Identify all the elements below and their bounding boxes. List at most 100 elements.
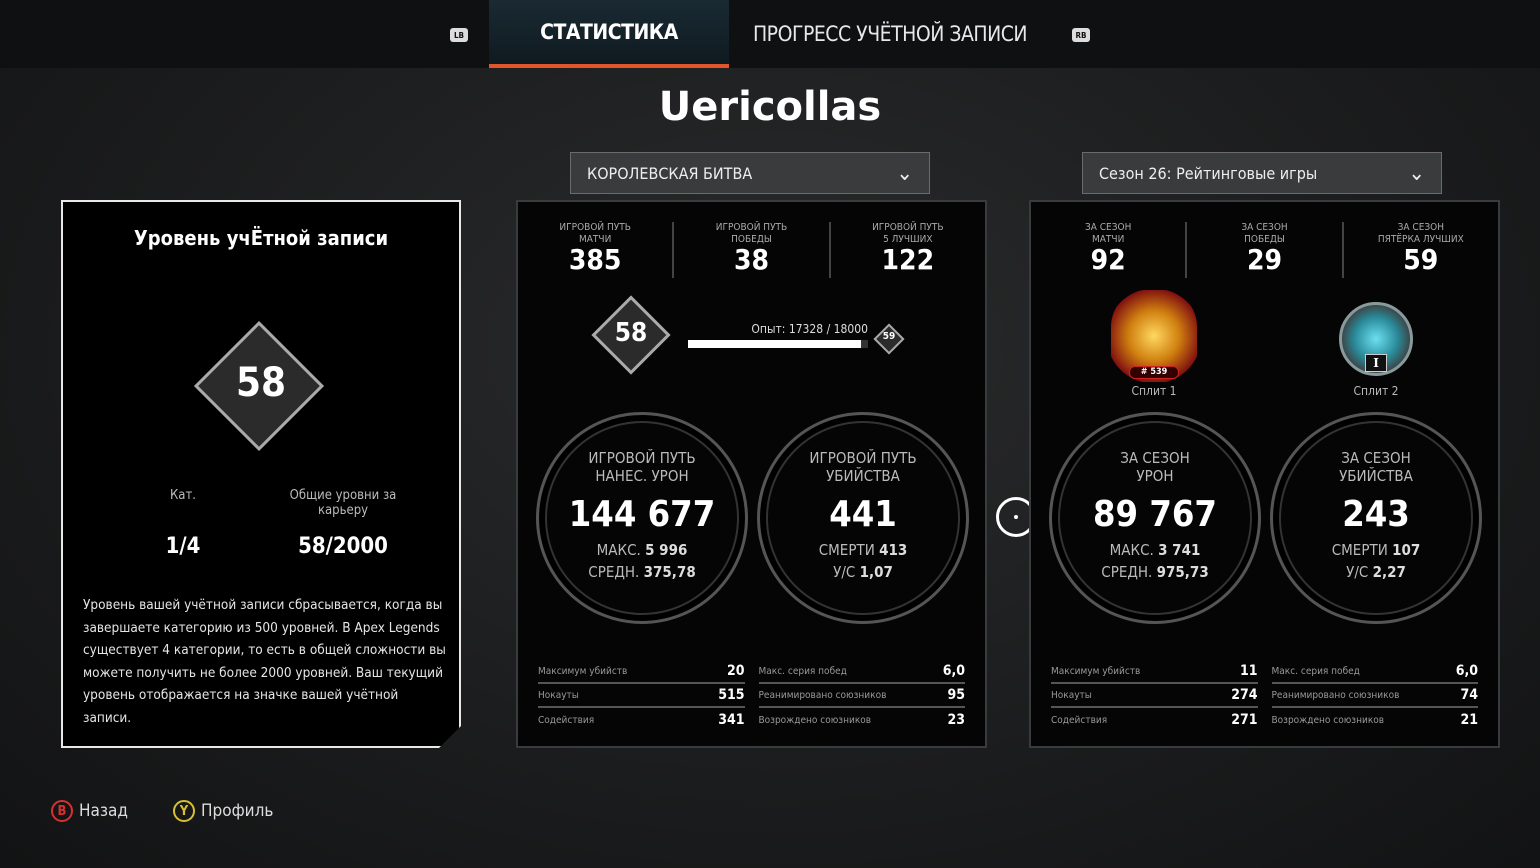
stat-row: Реанимировано союзников 74 xyxy=(1271,684,1478,708)
stat-label: ЗА СЕЗОН УРОН xyxy=(1120,449,1190,485)
row-value: 6,0 xyxy=(1455,663,1478,679)
stat-row: Максимум убийств 11 xyxy=(1051,660,1258,684)
stat-label: ИГРОВОЙ ПУТЬ НАНЕС. УРОН xyxy=(588,449,696,485)
split1-label: Сплит 1 xyxy=(1131,384,1177,398)
b-button-icon: B xyxy=(51,800,73,822)
y-button-icon: Y xyxy=(173,800,195,822)
stat-value: 29 xyxy=(1246,243,1283,276)
row-label: Реанимировано союзников xyxy=(1271,689,1400,701)
xp-text: Опыт: 17328 / 18000 xyxy=(751,322,868,336)
level-value: 58 xyxy=(235,360,287,406)
stat-value: 243 xyxy=(1342,494,1410,535)
row-value: 271 xyxy=(1231,712,1258,728)
sub-label: МАКС. xyxy=(596,541,641,559)
row-value: 74 xyxy=(1460,687,1478,703)
row-value: 20 xyxy=(726,663,745,679)
mode-value: КОРОЛЕВСКАЯ БИТВА xyxy=(587,163,753,183)
stat-label: ЗА СЕЗОН УБИЙСТВА xyxy=(1339,449,1413,485)
sub-value: 1,07 xyxy=(859,563,893,581)
stat-value: 89 767 xyxy=(1093,494,1217,535)
back-label: Назад xyxy=(79,801,128,821)
stat-label: ИГРОВОЙ ПУТЬ ПОБЕДЫ xyxy=(715,222,788,245)
stat-value: 385 xyxy=(568,243,622,276)
season-damage-circle: ЗА СЕЗОН УРОН 89 767 МАКС. 3 741 СРЕДН. 9… xyxy=(1049,412,1261,624)
xp-bar-fill xyxy=(688,340,862,348)
rb-button-icon[interactable]: RB xyxy=(1072,28,1090,42)
sub-value: 107 xyxy=(1392,541,1421,559)
row-label: Реанимировано союзников xyxy=(758,689,887,701)
lb-button-icon[interactable]: LB xyxy=(450,28,468,42)
tab-account-progress[interactable]: ПРОГРЕСС УЧЁТНОЙ ЗАПИСИ xyxy=(752,22,1028,46)
row-value: 95 xyxy=(947,687,965,703)
career-wins: ИГРОВОЙ ПУТЬ ПОБЕДЫ 38 xyxy=(674,222,831,278)
chevron-down-icon: ⌄ xyxy=(1408,160,1425,186)
season-value: Сезон 26: Рейтинговые игры xyxy=(1099,163,1318,183)
row-value: 23 xyxy=(947,712,965,728)
row-value: 341 xyxy=(718,712,745,728)
split1-rank: # 539 xyxy=(1129,366,1179,379)
row-label: Максимум убийств xyxy=(538,665,628,677)
sub-label: СМЕРТИ xyxy=(818,541,875,559)
current-level: 58 xyxy=(614,318,648,348)
career-top5: ИГРОВОЙ ПУТЬ 5 ЛУЧШИХ 122 xyxy=(831,222,985,278)
row-value: 274 xyxy=(1231,687,1258,703)
back-button[interactable]: B Назад xyxy=(51,800,128,822)
profile-button[interactable]: Y Профиль xyxy=(173,800,273,822)
sub-label: У/С xyxy=(833,563,856,581)
top-bar xyxy=(0,0,1540,68)
sub-label: СРЕДН. xyxy=(588,563,640,581)
stat-label: ИГРОВОЙ ПУТЬ 5 ЛУЧШИХ xyxy=(872,222,944,245)
stat-row: Макс. серия побед 6,0 xyxy=(758,660,965,684)
stat-row: Содействия 341 xyxy=(538,708,745,732)
row-label: Возрождено союзников xyxy=(1271,714,1385,726)
account-description: Уровень вашей учётной записи сбрасываетс… xyxy=(83,597,446,726)
season-dropdown[interactable]: Сезон 26: Рейтинговые игры ⌄ xyxy=(1082,152,1442,194)
career-kills-circle: ИГРОВОЙ ПУТЬ УБИЙСТВА 441 СМЕРТИ 413 У/С … xyxy=(757,412,969,624)
sub-label: СРЕДН. xyxy=(1101,563,1153,581)
stat-value: 92 xyxy=(1090,243,1126,276)
split2-label: Сплит 2 xyxy=(1353,384,1399,398)
row-label: Содействия xyxy=(1051,714,1108,726)
stat-value: 38 xyxy=(733,243,770,276)
stat-row: Возрождено союзников 23 xyxy=(759,708,966,732)
row-label: Максимум убийств xyxy=(1051,665,1141,677)
career-stats-panel: ИГРОВОЙ ПУТЬ МАТЧИ 385 ИГРОВОЙ ПУТЬ ПОБЕД… xyxy=(516,200,987,748)
sub-value: 975,73 xyxy=(1156,563,1209,581)
stat-label: ИГРОВОЙ ПУТЬ МАТЧИ xyxy=(559,222,631,245)
stat-label: ЗА СЕЗОН ПОБЕДЫ xyxy=(1241,222,1288,245)
season-top5: ЗА СЕЗОН ПЯТЁРКА ЛУЧШИХ 59 xyxy=(1344,222,1498,278)
sub-label: У/С xyxy=(1346,563,1369,581)
stat-value: 144 677 xyxy=(568,494,716,535)
stat-value: 441 xyxy=(829,494,897,535)
sub-label: МАКС. xyxy=(1109,541,1154,559)
stat-label: ИГРОВОЙ ПУТЬ УБИЙСТВА xyxy=(809,449,917,485)
player-name: Uericollas xyxy=(658,84,882,130)
sub-value: 5 996 xyxy=(645,541,688,559)
row-value: 21 xyxy=(1460,712,1478,728)
mode-dropdown[interactable]: КОРОЛЕВСКАЯ БИТВА ⌄ xyxy=(570,152,930,194)
xp-bar xyxy=(688,340,868,348)
row-label: Нокауты xyxy=(1051,689,1092,701)
stat-row: Возрождено союзников 21 xyxy=(1272,708,1479,732)
stat-label: ЗА СЕЗОН ПЯТЁРКА ЛУЧШИХ xyxy=(1377,222,1464,245)
sub-value: 375,78 xyxy=(643,563,696,581)
stat-row: Макс. серия побед 6,0 xyxy=(1271,660,1478,684)
row-label: Макс. серия побед xyxy=(758,665,847,677)
career-matches: ИГРОВОЙ ПУТЬ МАТЧИ 385 xyxy=(518,222,675,278)
row-label: Возрождено союзников xyxy=(758,714,872,726)
card-title: Уровень учЁтной записи xyxy=(133,226,389,250)
row-label: Содействия xyxy=(538,714,595,726)
stat-row: Максимум убийств 20 xyxy=(538,660,745,684)
sub-label: СМЕРТИ xyxy=(1331,541,1388,559)
row-value: 11 xyxy=(1239,663,1258,679)
chevron-down-icon: ⌄ xyxy=(896,160,913,186)
profile-label: Профиль xyxy=(201,801,274,821)
career-damage-circle: ИГРОВОЙ ПУТЬ НАНЕС. УРОН 144 677 МАКС. 5… xyxy=(536,412,748,624)
category-label: Кат. xyxy=(170,488,196,503)
tab-statistics[interactable]: СТАТИСТИКА xyxy=(489,0,729,68)
stat-value: 122 xyxy=(881,243,935,276)
row-label: Макс. серия побед xyxy=(1271,665,1360,677)
category-value: 1/4 xyxy=(165,534,201,559)
stat-row: Содействия 271 xyxy=(1051,708,1258,732)
next-level: 59 xyxy=(882,331,896,342)
